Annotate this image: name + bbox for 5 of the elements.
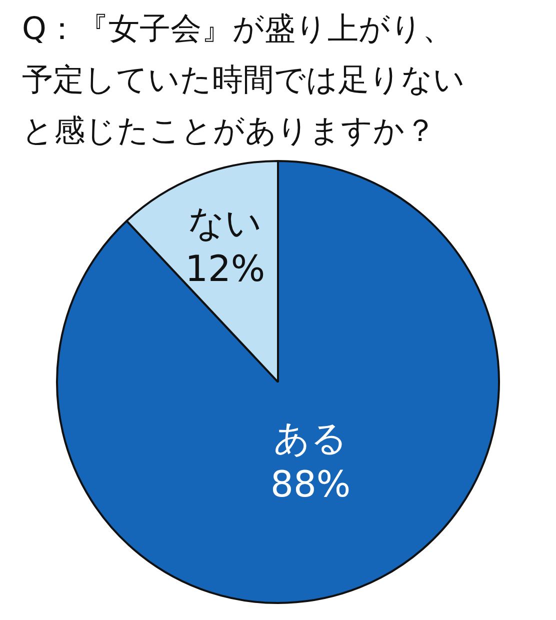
data-label: 88% bbox=[270, 464, 351, 506]
slice-label: ない bbox=[188, 202, 262, 244]
slice-label: ある bbox=[274, 418, 348, 460]
data-label: 12% bbox=[185, 248, 266, 290]
chart-title: Q：『女子会』が盛り上がり、予定していた時間では足りないと感じたことがありますか？ bbox=[21, 10, 466, 151]
